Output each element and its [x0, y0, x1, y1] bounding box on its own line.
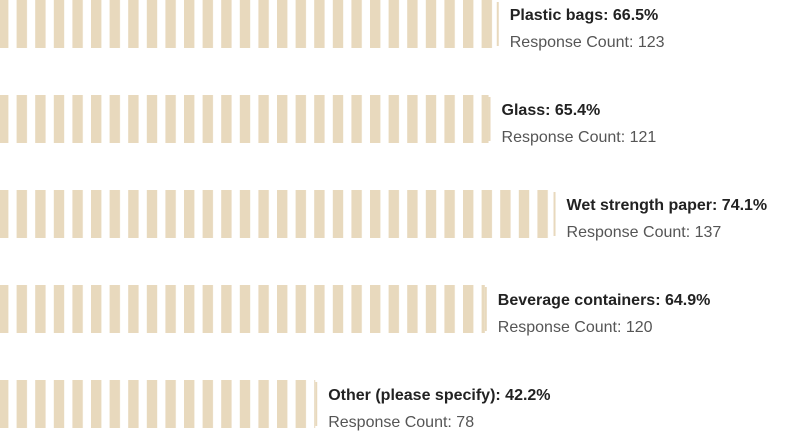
bar-end: [315, 382, 318, 426]
bar-label: Plastic bags: 66.5%: [510, 7, 659, 24]
response-count: Response Count: 137: [567, 224, 722, 241]
bar: [0, 0, 497, 48]
bar-label: Other (please specify): 42.2%: [328, 387, 550, 404]
bar-end: [496, 2, 499, 46]
response-count: Response Count: 123: [510, 34, 665, 51]
response-count: Response Count: 78: [328, 414, 474, 431]
bar: [0, 380, 316, 428]
bar: [0, 190, 554, 238]
bar: [0, 95, 489, 143]
bar-end: [484, 287, 487, 331]
bar-label: Wet strength paper: 74.1%: [567, 197, 768, 214]
bar-end: [488, 97, 491, 141]
bar-end: [553, 192, 556, 236]
response-count: Response Count: 120: [498, 319, 653, 336]
bar-label: Beverage containers: 64.9%: [498, 292, 711, 309]
bar: [0, 285, 485, 333]
bar-label: Glass: 65.4%: [502, 102, 601, 119]
response-count: Response Count: 121: [502, 129, 657, 146]
